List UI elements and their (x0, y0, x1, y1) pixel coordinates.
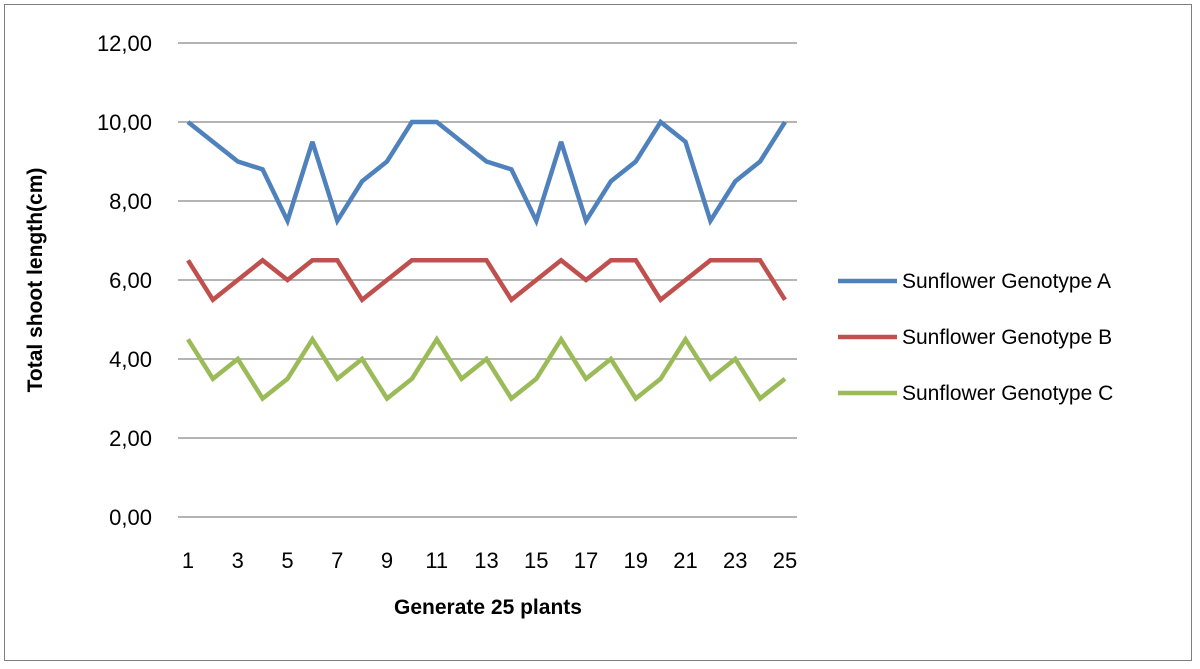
y-tick-label: 12,00 (97, 31, 152, 56)
y-tick-label: 8,00 (109, 189, 152, 214)
y-tick-label: 2,00 (109, 426, 152, 451)
x-tick-label: 1 (182, 548, 194, 573)
series-line-a (186, 118, 787, 227)
x-tick-label: 21 (673, 548, 697, 573)
x-tick-label: 7 (331, 548, 343, 573)
x-tick-label: 11 (425, 548, 448, 573)
x-tick-label: 9 (381, 548, 393, 573)
x-tick-label: 17 (574, 548, 598, 573)
y-tick-label: 6,00 (109, 268, 152, 293)
series-line-c (186, 335, 787, 402)
x-tick-label: 3 (232, 548, 244, 573)
x-tick-label: 15 (524, 548, 548, 573)
legend-label: Sunflower Genotype C (902, 382, 1113, 405)
series-line-b (186, 257, 787, 304)
legend: Sunflower Genotype A Sunflower Genotype B… (838, 270, 1113, 405)
legend-label: Sunflower Genotype A (902, 270, 1111, 293)
x-tick-label: 5 (281, 548, 293, 573)
legend-label: Sunflower Genotype B (902, 326, 1112, 349)
y-tick-label: 0,00 (109, 505, 152, 530)
chart-frame (4, 4, 1192, 661)
y-axis-title: Total shoot length(cm) (24, 168, 47, 393)
y-axis-ticks: 0,00 2,00 4,00 6,00 8,00 10,00 12,00 (97, 31, 152, 530)
x-tick-label: 19 (624, 548, 648, 573)
x-tick-label: 25 (773, 548, 797, 573)
y-tick-label: 4,00 (109, 347, 152, 372)
y-tick-label: 10,00 (97, 110, 152, 135)
gridlines (178, 42, 797, 518)
x-axis-ticks: 1 3 5 7 9 11 13 15 17 19 21 23 25 (182, 548, 797, 573)
x-tick-label: 23 (723, 548, 747, 573)
x-tick-label: 13 (474, 548, 498, 573)
x-axis-title: Generate 25 plants (394, 596, 582, 619)
series-lines (186, 118, 787, 402)
